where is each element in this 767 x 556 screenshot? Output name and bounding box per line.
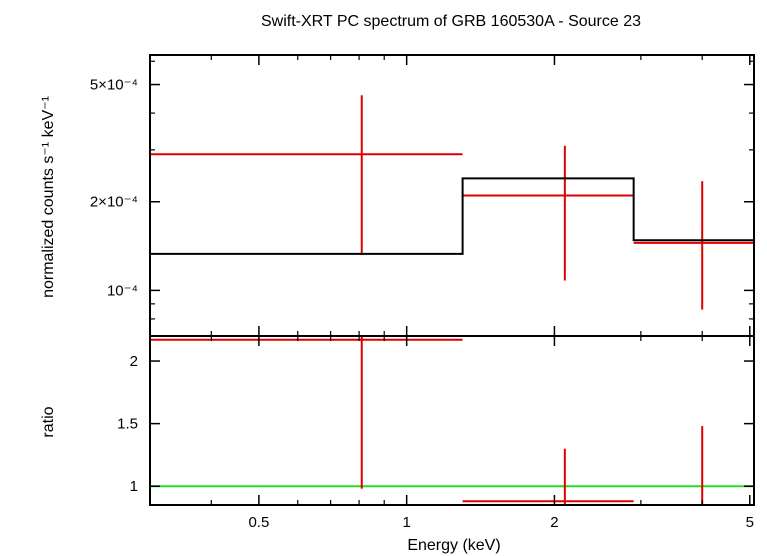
spectrum-frame <box>149 54 755 337</box>
x-tick-label: 5 <box>746 514 754 531</box>
spectrum-y-axis-title: normalized counts s⁻¹ keV⁻¹ <box>40 96 57 298</box>
spectrum-data-point <box>150 95 463 255</box>
ratio-y-tick-label: 2 <box>130 353 138 370</box>
spectrum-model-step-line <box>150 177 754 255</box>
ratio-data-point <box>462 448 634 505</box>
ratio-y-axis-title: ratio <box>40 406 57 437</box>
ratio-y-tick-label: 1 <box>130 478 138 495</box>
plot-layer: 10⁻⁴ 2×10⁻⁴ 5×10⁻⁴ 0.5 1 2 5 1 1.5 2 <box>90 54 755 531</box>
x-tick-label: 2 <box>550 514 558 531</box>
x-axis-title: Energy (keV) <box>407 537 500 554</box>
spectrum-panel: 10⁻⁴ 2×10⁻⁴ 5×10⁻⁴ <box>90 54 755 337</box>
ratio-panel: 0.5 1 2 5 1 1.5 2 <box>117 335 755 531</box>
spectrum-y-tick-label: 2×10⁻⁴ <box>90 194 138 211</box>
ratio-data-point <box>150 336 463 489</box>
ratio-frame <box>149 335 755 506</box>
spectrum-y-tick-label: 5×10⁻⁴ <box>90 77 138 94</box>
x-tick-label: 1 <box>402 514 410 531</box>
ratio-data-point <box>633 426 754 506</box>
chart-title: Swift-XRT PC spectrum of GRB 160530A - S… <box>261 13 641 30</box>
spectrum-data-point <box>462 145 634 281</box>
x-tick-label: 0.5 <box>248 514 269 531</box>
spectrum-y-tick-label: 10⁻⁴ <box>107 282 138 299</box>
spectrum-data-point <box>633 181 754 310</box>
ratio-y-tick-label: 1.5 <box>117 416 138 433</box>
